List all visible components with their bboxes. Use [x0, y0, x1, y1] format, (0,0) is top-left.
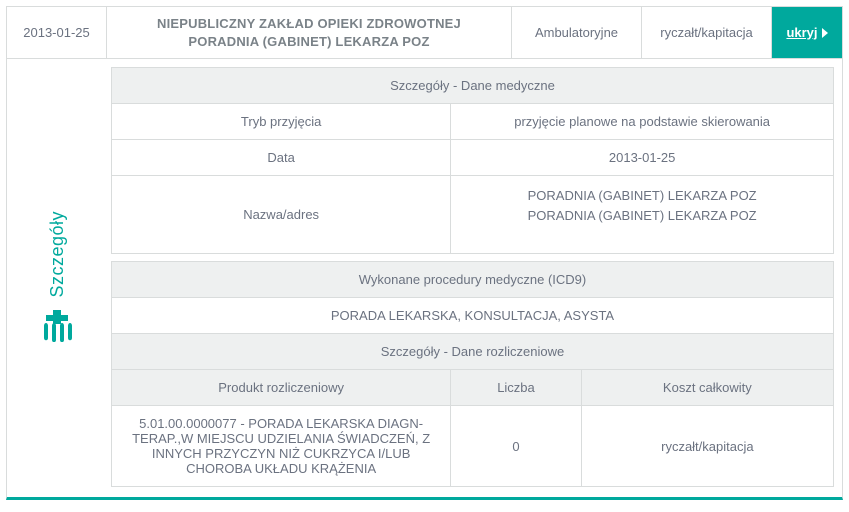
- details-panel: Szczegóły Szczegóły - Dane medyczne: [6, 59, 843, 500]
- medical-cross-icon: [40, 308, 74, 345]
- row-icd9: PORADA LEKARSKA, KONSULTACJA, ASYSTA: [112, 298, 834, 334]
- details-content: Szczegóły - Dane medyczne Tryb przyjęcia…: [107, 59, 842, 497]
- section-billing-header: Szczegóły - Dane rozliczeniowe: [112, 334, 834, 370]
- col-cost: Koszt całkowity: [581, 370, 833, 406]
- details-side-tab[interactable]: Szczegóły: [7, 59, 107, 497]
- billing-row: 5.01.00.0000077 - PORADA LEKARSKA DIAGN-…: [112, 406, 834, 487]
- row-admission: Tryb przyjęcia przyjęcie planowe na pods…: [112, 104, 834, 140]
- billing-product: 5.01.00.0000077 - PORADA LEKARSKA DIAGN-…: [112, 406, 451, 487]
- col-count: Liczba: [451, 370, 581, 406]
- chevron-right-icon: [822, 28, 828, 38]
- summary-type: Ambulatoryjne: [512, 7, 642, 58]
- row-name-value: PORADNIA (GABINET) LEKARZA POZ PORADNIA …: [451, 176, 834, 254]
- row-name-label: Nazwa/adres: [112, 176, 451, 254]
- billing-cost: ryczałt/kapitacja: [581, 406, 833, 487]
- billing-columns-row: Produkt rozliczeniowy Liczba Koszt całko…: [112, 370, 834, 406]
- row-date-value: 2013-01-25: [451, 140, 834, 176]
- summary-payment: ryczałt/kapitacja: [642, 7, 772, 58]
- row-date-label: Data: [112, 140, 451, 176]
- row-name: Nazwa/adres PORADNIA (GABINET) LEKARZA P…: [112, 176, 834, 254]
- row-admission-label: Tryb przyjęcia: [112, 104, 451, 140]
- hide-button[interactable]: ukryj: [772, 7, 842, 58]
- details-table: Szczegóły - Dane medyczne Tryb przyjęcia…: [111, 67, 834, 487]
- row-admission-value: przyjęcie planowe na podstawie skierowan…: [451, 104, 834, 140]
- details-side-label: Szczegóły: [47, 211, 68, 298]
- hide-button-label: ukryj: [786, 25, 817, 40]
- summary-provider-line2: PORADNIA (GABINET) LEKARZA POZ: [157, 33, 461, 51]
- summary-row: 2013-01-25 NIEPUBLICZNY ZAKŁAD OPIEKI ZD…: [6, 6, 843, 59]
- row-name-value-line2: PORADNIA (GABINET) LEKARZA POZ: [461, 206, 823, 226]
- billing-count: 0: [451, 406, 581, 487]
- section-icd9-header: Wykonane procedury medyczne (ICD9): [112, 262, 834, 298]
- row-date: Data 2013-01-25: [112, 140, 834, 176]
- section-medical-header: Szczegóły - Dane medyczne: [112, 68, 834, 104]
- summary-provider: NIEPUBLICZNY ZAKŁAD OPIEKI ZDROWOTNEJ PO…: [107, 7, 512, 58]
- summary-date: 2013-01-25: [7, 7, 107, 58]
- row-icd9-value: PORADA LEKARSKA, KONSULTACJA, ASYSTA: [112, 298, 834, 334]
- col-product: Produkt rozliczeniowy: [112, 370, 451, 406]
- row-name-value-line1: PORADNIA (GABINET) LEKARZA POZ: [461, 186, 823, 206]
- summary-provider-line1: NIEPUBLICZNY ZAKŁAD OPIEKI ZDROWOTNEJ: [157, 15, 461, 33]
